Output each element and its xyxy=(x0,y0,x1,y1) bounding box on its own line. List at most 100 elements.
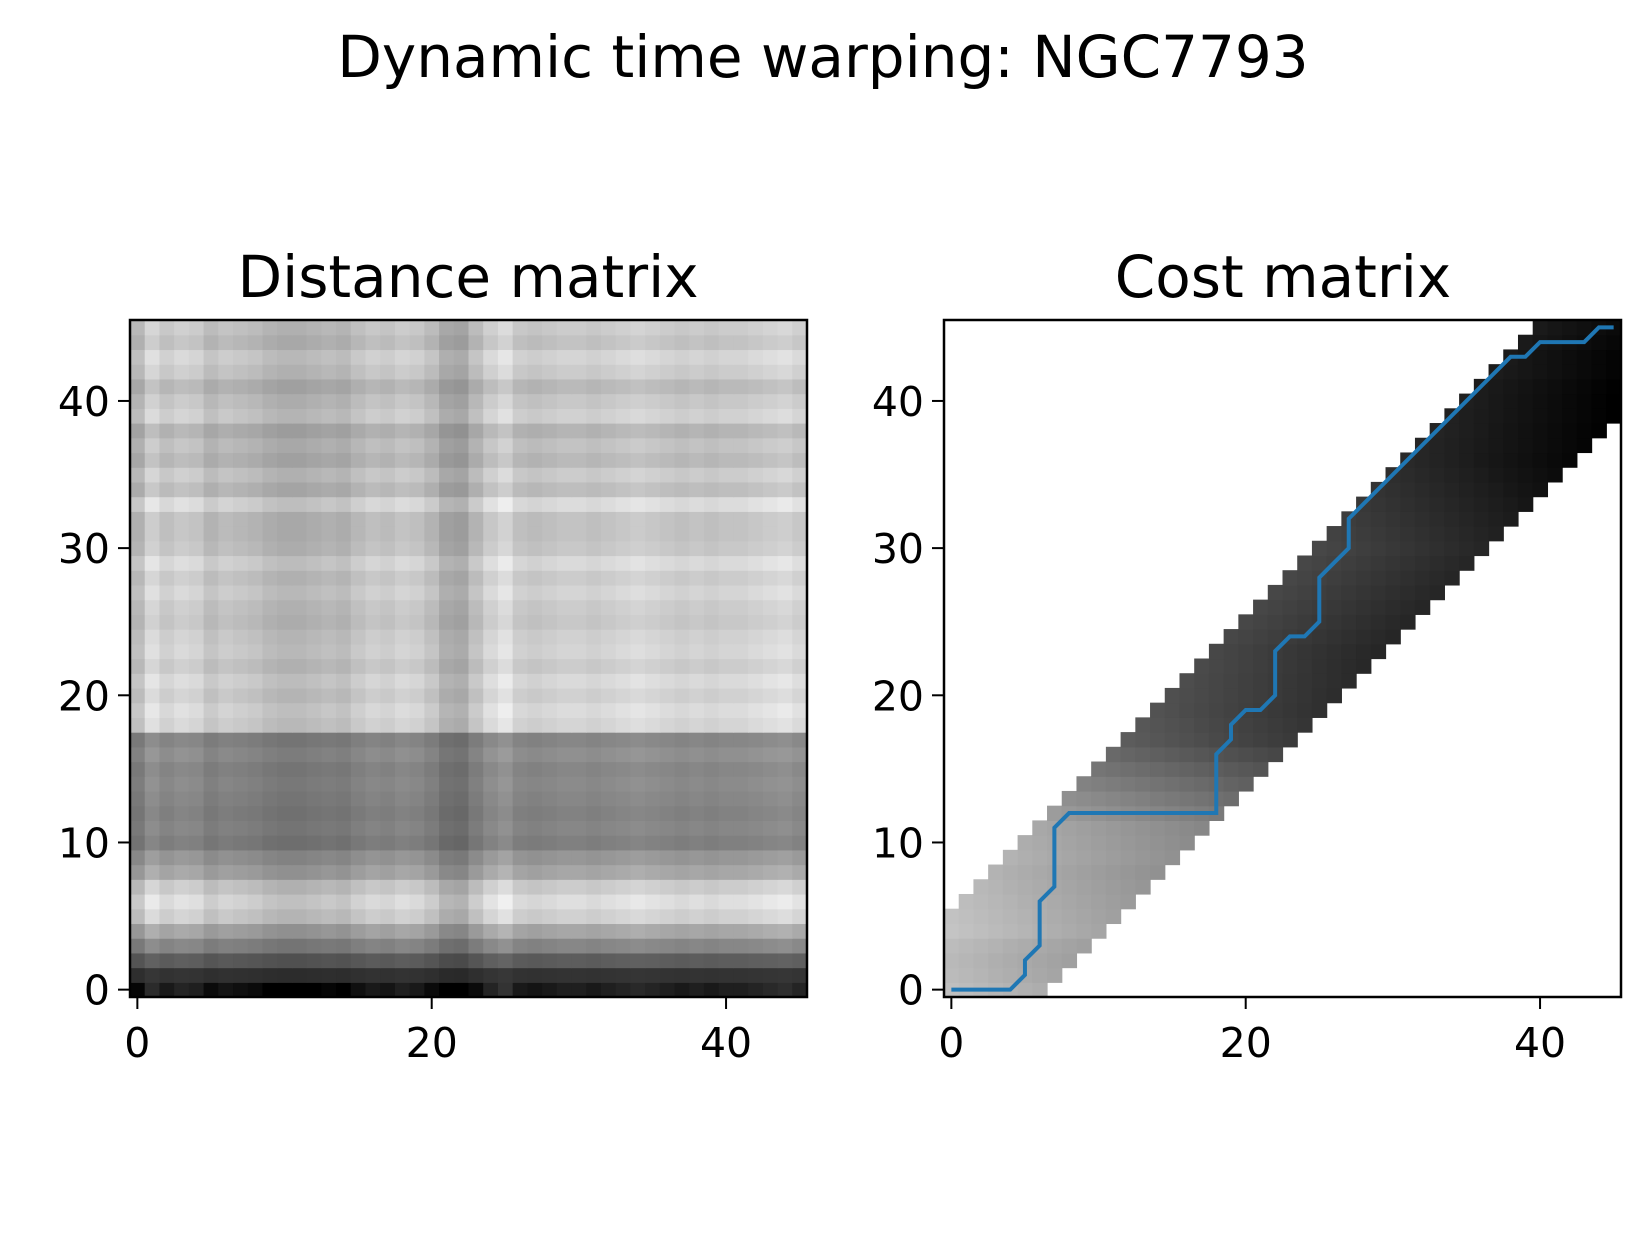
heatmap-cell xyxy=(630,923,646,939)
heatmap-cell xyxy=(321,967,337,983)
heatmap-cell xyxy=(1238,643,1254,660)
heatmap-cell xyxy=(291,511,308,527)
heatmap-cell xyxy=(277,452,293,468)
heatmap-cell xyxy=(630,938,646,954)
heatmap-cell xyxy=(703,349,720,365)
heatmap-cell xyxy=(1061,893,1078,910)
heatmap-cell xyxy=(453,452,470,468)
heatmap-cell xyxy=(453,952,470,969)
heatmap-cell xyxy=(497,717,514,733)
heatmap-cell xyxy=(733,349,749,365)
heatmap-cell xyxy=(512,790,528,807)
heatmap-cell xyxy=(1532,349,1549,365)
heatmap-cell xyxy=(306,702,322,718)
heatmap-cell xyxy=(1238,687,1254,704)
heatmap-cell xyxy=(439,599,455,615)
heatmap-cell xyxy=(144,481,161,498)
heatmap-cell xyxy=(527,437,543,454)
heatmap-cell xyxy=(1105,908,1122,925)
heatmap-cell xyxy=(218,408,234,424)
heatmap-cell xyxy=(468,908,484,925)
heatmap-cell xyxy=(659,364,676,380)
heatmap-cell xyxy=(453,923,470,939)
heatmap-cell xyxy=(1517,496,1534,512)
heatmap-cell xyxy=(1208,732,1225,748)
heatmap-cell xyxy=(497,982,514,998)
heatmap-cell xyxy=(453,320,470,336)
heatmap-cell xyxy=(394,938,411,954)
heatmap-cell xyxy=(718,849,735,866)
heatmap-cell xyxy=(748,938,764,954)
heatmap-cell xyxy=(130,658,146,674)
heatmap-cell xyxy=(988,967,1004,983)
heatmap-cell xyxy=(424,908,440,925)
heatmap-cell xyxy=(586,570,602,586)
heatmap-cell xyxy=(1091,790,1107,807)
heatmap-cell xyxy=(1120,790,1136,807)
heatmap-cell xyxy=(512,320,528,336)
heatmap-cell xyxy=(527,893,543,910)
heatmap-cell xyxy=(247,511,264,527)
heatmap-cell xyxy=(350,320,367,336)
heatmap-cell xyxy=(306,879,322,895)
heatmap-cell xyxy=(542,540,558,557)
heatmap-cell xyxy=(424,717,440,733)
heatmap-cell xyxy=(586,511,602,527)
heatmap-cell xyxy=(277,893,293,910)
heatmap-cell xyxy=(1356,584,1372,601)
heatmap-cell xyxy=(1238,673,1254,689)
heatmap-cell xyxy=(1164,687,1181,704)
heatmap-cell xyxy=(468,673,484,689)
heatmap-cell xyxy=(718,732,735,748)
heatmap-cell xyxy=(380,820,396,836)
heatmap-cell xyxy=(689,629,705,645)
heatmap-cell xyxy=(1370,526,1387,542)
heatmap-cell xyxy=(1503,467,1519,483)
heatmap-cell xyxy=(188,923,205,939)
heatmap-cell xyxy=(144,540,161,557)
heatmap-cell xyxy=(1120,893,1136,910)
heatmap-cell xyxy=(542,746,558,763)
heatmap-cell xyxy=(350,555,367,571)
heatmap-cell xyxy=(277,555,293,571)
heatmap-cell xyxy=(586,761,602,777)
heatmap-cell xyxy=(188,364,205,380)
heatmap-cell xyxy=(144,687,161,704)
heatmap-cell xyxy=(512,702,528,718)
heatmap-cell xyxy=(586,687,602,704)
heatmap-cell xyxy=(1326,673,1342,689)
heatmap-cell xyxy=(792,584,808,601)
heatmap-cell xyxy=(586,732,602,748)
heatmap-cell xyxy=(1576,408,1593,424)
heatmap-cell xyxy=(571,952,587,969)
heatmap-cell xyxy=(556,614,573,630)
heatmap-cell xyxy=(262,437,278,454)
heatmap-cell xyxy=(159,570,175,586)
heatmap-cell xyxy=(571,835,587,851)
heatmap-cell xyxy=(144,805,161,821)
heatmap-cell xyxy=(1208,687,1225,704)
heatmap-cell xyxy=(159,952,175,969)
heatmap-cell xyxy=(958,893,975,910)
heatmap-cell xyxy=(1238,629,1254,645)
heatmap-cell xyxy=(218,511,234,527)
heatmap-cell xyxy=(306,614,322,630)
heatmap-cell xyxy=(600,555,617,571)
heatmap-cell xyxy=(600,761,617,777)
heatmap-cell xyxy=(542,320,558,336)
heatmap-cell xyxy=(1429,481,1445,498)
heatmap-cell xyxy=(586,893,602,910)
heatmap-cell xyxy=(336,805,352,821)
heatmap-cell xyxy=(130,835,146,851)
heatmap-cell xyxy=(1238,717,1254,733)
heatmap-cell xyxy=(674,511,690,527)
cost-matrix-cells xyxy=(944,320,1622,998)
heatmap-cell xyxy=(218,393,234,409)
heatmap-cell xyxy=(1179,820,1195,836)
heatmap-cell xyxy=(159,938,175,954)
heatmap-cell xyxy=(394,952,411,969)
heatmap-cell xyxy=(1473,393,1490,409)
heatmap-cell xyxy=(733,570,749,586)
heatmap-cell xyxy=(1503,378,1519,395)
heatmap-cell xyxy=(1179,687,1195,704)
